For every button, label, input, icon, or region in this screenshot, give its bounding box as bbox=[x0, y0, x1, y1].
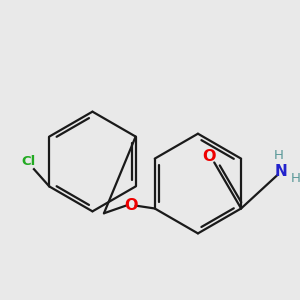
Text: H: H bbox=[291, 172, 300, 185]
Text: O: O bbox=[202, 149, 215, 164]
Text: H: H bbox=[274, 149, 284, 162]
Text: Cl: Cl bbox=[21, 155, 35, 168]
Text: N: N bbox=[275, 164, 288, 178]
Text: O: O bbox=[124, 198, 137, 213]
